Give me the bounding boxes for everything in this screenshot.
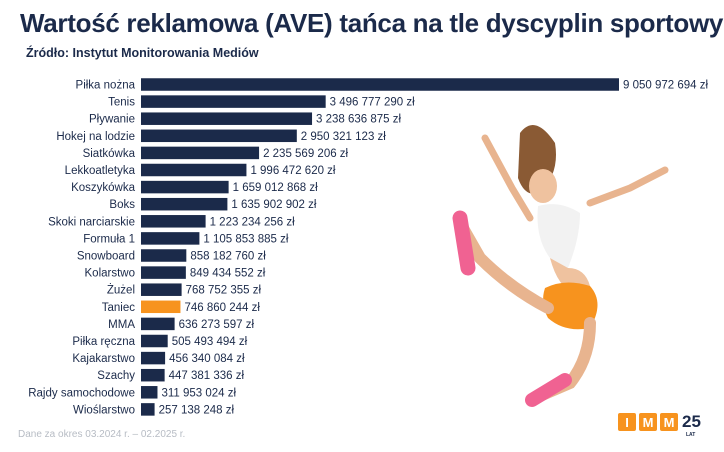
bar	[141, 197, 228, 211]
category-label: Lekkoatletyka	[65, 165, 136, 177]
value-label: 2 235 569 206 zł	[263, 148, 348, 160]
category-label: Taniec	[102, 302, 135, 314]
value-label: 311 953 024 zł	[161, 387, 236, 399]
category-label: Formuła 1	[83, 233, 135, 245]
category-label: Żużel	[107, 284, 135, 297]
value-label: 849 434 552 zł	[190, 268, 266, 280]
category-label: Koszykówka	[71, 182, 136, 194]
category-label: Szachy	[97, 370, 135, 382]
value-label: 858 182 760 zł	[190, 251, 266, 263]
value-label: 768 752 355 zł	[186, 285, 262, 297]
category-label: Hokej na lodzie	[56, 131, 135, 143]
category-label: Boks	[109, 199, 135, 211]
chart-source: Źródło: Instytut Monitorowania Mediów	[26, 46, 259, 60]
bar-highlight	[141, 300, 181, 314]
category-label: MMA	[108, 319, 135, 331]
category-label: Snowboard	[77, 251, 135, 263]
category-label: Tenis	[108, 97, 135, 109]
value-label: 636 273 597 zł	[179, 319, 255, 331]
value-label: 505 493 494 zł	[172, 336, 248, 348]
value-label: 1 996 472 620 zł	[250, 165, 335, 177]
value-label: 1 223 234 256 zł	[210, 216, 295, 228]
bar	[141, 283, 182, 296]
category-label: Pływanie	[89, 114, 135, 126]
bar	[141, 317, 175, 331]
category-label: Rajdy samochodowe	[28, 387, 135, 399]
category-label: Kajakarstwo	[72, 353, 135, 365]
dancer-figure	[452, 125, 669, 407]
value-label: 1 105 853 885 zł	[203, 233, 288, 245]
bar	[141, 129, 297, 143]
bar	[141, 112, 313, 125]
value-label: 3 496 777 290 zł	[330, 97, 415, 109]
imm-logo: I M M 25 LAT	[618, 412, 701, 438]
value-label: 746 860 244 zł	[184, 302, 260, 314]
dancer-illustration	[452, 125, 669, 407]
category-label: Siatkówka	[83, 148, 136, 160]
bar	[141, 232, 200, 245]
bar	[141, 351, 166, 365]
category-label: Piłka nożna	[76, 80, 136, 92]
logo-letter: M	[639, 413, 657, 431]
logo-number: 25	[682, 412, 701, 431]
logo-letter: I	[618, 413, 636, 431]
bar	[141, 403, 155, 416]
bar	[141, 95, 326, 108]
value-label: 9 050 972 694 zł	[623, 80, 708, 92]
bar	[141, 334, 168, 348]
logo-letter: M	[660, 413, 678, 431]
data-period-note: Dane za okres 03.2024 r. – 02.2025 r.	[18, 429, 186, 440]
value-label: 1 635 902 902 zł	[231, 199, 316, 211]
value-label: 1 659 012 868 zł	[233, 182, 318, 194]
category-label: Skoki narciarskie	[48, 216, 135, 228]
value-label: 257 138 248 zł	[159, 404, 235, 416]
bar	[141, 78, 619, 91]
bar	[141, 249, 187, 262]
value-label: 3 238 636 875 zł	[316, 114, 401, 126]
value-label: 456 340 084 zł	[169, 353, 245, 365]
value-label: 2 950 321 123 zł	[301, 131, 386, 143]
chart-title: Wartość reklamowa (AVE) tańca na tle dys…	[20, 8, 724, 38]
bar	[141, 180, 229, 194]
bar	[141, 266, 186, 279]
category-label: Wioślarstwo	[73, 404, 135, 416]
bar	[141, 146, 260, 160]
category-label: Piłka ręczna	[72, 336, 135, 348]
bar	[141, 215, 206, 228]
bar	[141, 368, 165, 382]
logo-suffix: LAT	[686, 432, 696, 438]
bar	[141, 386, 158, 399]
category-label: Kolarstwo	[85, 268, 136, 280]
value-label: 447 381 336 zł	[169, 370, 245, 382]
bar	[141, 163, 247, 177]
